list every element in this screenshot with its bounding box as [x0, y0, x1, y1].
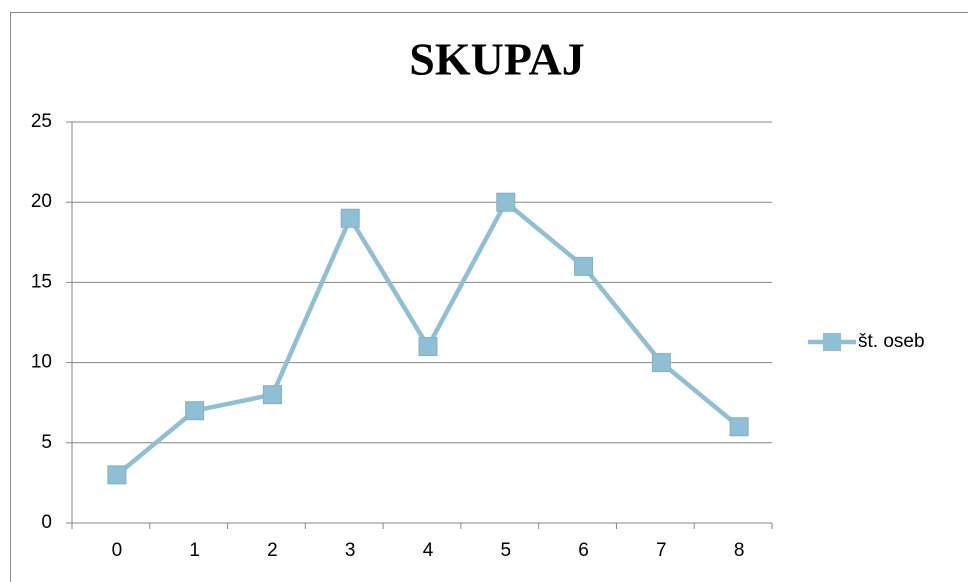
x-tick-label: 1 [189, 540, 200, 561]
x-tick-label: 4 [423, 540, 434, 561]
x-tick-label: 3 [345, 540, 356, 561]
y-tick-label: 0 [41, 512, 52, 533]
marker [185, 401, 205, 421]
marker [729, 417, 749, 437]
x-tick-label: 5 [500, 540, 511, 561]
marker [496, 192, 516, 212]
marker [262, 385, 282, 405]
y-tick-label: 20 [31, 191, 52, 212]
x-tick-label: 8 [734, 540, 745, 561]
marker [418, 337, 438, 357]
x-tick-label: 7 [656, 540, 667, 561]
marker [574, 256, 594, 276]
y-tick-label: 5 [41, 432, 52, 453]
chart-title: SKUPAJ [409, 34, 585, 85]
x-tick-label: 6 [578, 540, 589, 561]
marker [340, 208, 360, 228]
legend-marker [823, 333, 841, 351]
x-tick-label: 2 [267, 540, 278, 561]
marker [107, 465, 127, 485]
marker [651, 353, 671, 373]
x-tick-label: 0 [112, 540, 123, 561]
y-tick-label: 15 [31, 271, 52, 292]
y-tick-label: 25 [31, 111, 52, 132]
y-tick-label: 10 [31, 352, 52, 373]
chart-border [10, 12, 968, 582]
legend-label: št. oseb [858, 331, 925, 352]
